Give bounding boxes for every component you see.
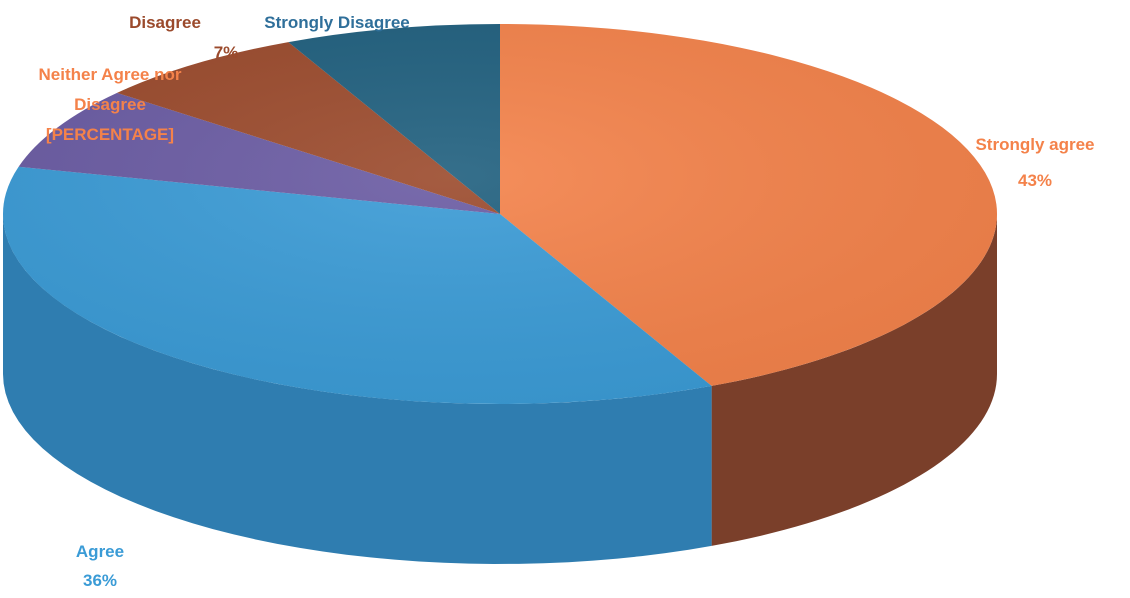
slice-label-neither-line1: Neither Agree nor (39, 65, 182, 84)
slice-label-strongly-disagree: Strongly Disagree (264, 13, 410, 32)
slice-label-strongly-agree: Strongly agree (975, 135, 1094, 154)
slice-value-neither: [PERCENTAGE] (46, 125, 174, 144)
slice-value-agree: 36% (83, 571, 117, 590)
slice-label-disagree: Disagree (129, 13, 201, 32)
pie-labels: Strongly agree 43% Agree 36% Neither Agr… (39, 13, 1095, 590)
pie-side-agree (3, 214, 712, 564)
slice-label-agree: Agree (76, 542, 124, 561)
slice-value-disagree: 7% (214, 43, 239, 62)
slice-label-neither-line2: Disagree (74, 95, 146, 114)
slice-value-strongly-agree: 43% (1018, 171, 1052, 190)
